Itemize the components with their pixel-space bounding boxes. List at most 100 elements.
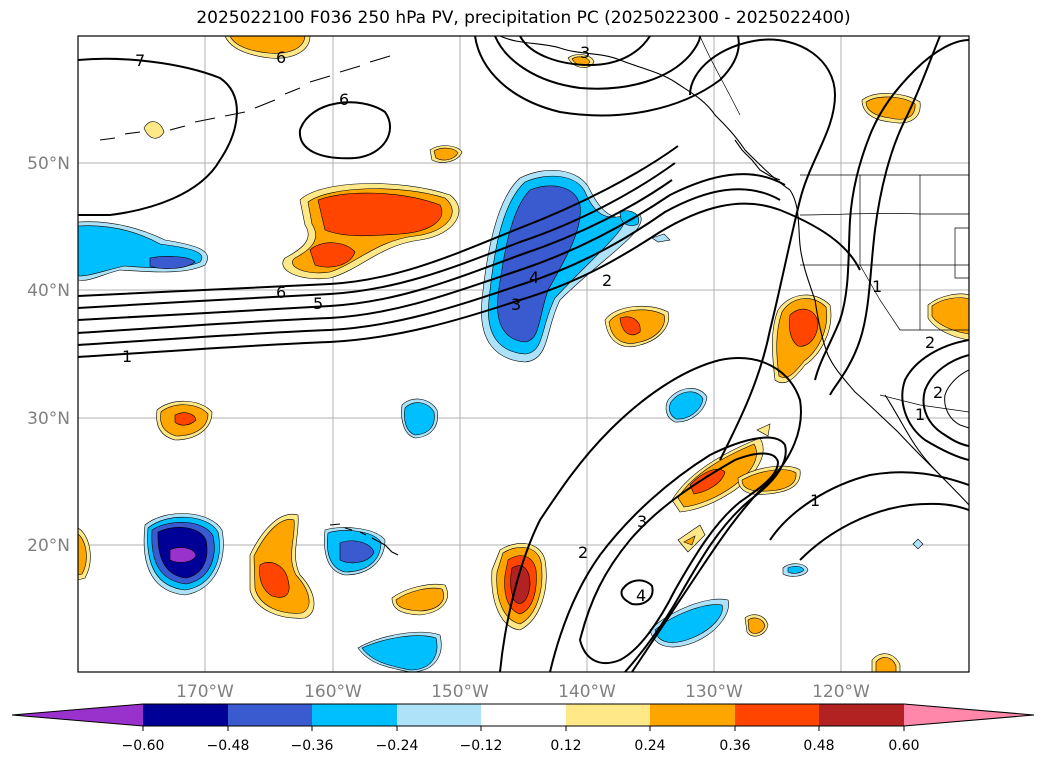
contour-label: 1 <box>915 405 925 424</box>
precip-blob-positive <box>78 533 87 576</box>
pv-contour-trough-2 <box>549 436 787 672</box>
precip-blob-negative <box>149 256 196 269</box>
contour-label: 2 <box>925 333 935 352</box>
lon-axis: 170°W 160°W 150°W 140°W 130°W 120°W <box>176 682 870 702</box>
pv-contour-nw-2 <box>494 36 701 90</box>
map-title: 2025022100 F036 250 hPa PV, precipitatio… <box>196 8 851 28</box>
colorbar-bin <box>397 704 481 726</box>
contour-label: 5 <box>313 294 323 313</box>
coastlines <box>99 36 969 556</box>
colorbar: −0.60 −0.48 −0.36 −0.24 −0.12 0.12 0.24 … <box>11 703 1035 754</box>
colorbar-bin <box>735 704 819 726</box>
coastline-bc-islands <box>734 139 781 181</box>
precip-blob-positive <box>174 412 197 426</box>
border-state <box>954 227 969 279</box>
border-alaska-canada <box>699 36 741 116</box>
pv-contour-trough-outer <box>499 357 802 672</box>
pv-contours-thin <box>944 369 969 429</box>
pv-contour-east-cutoff-2 <box>922 354 969 447</box>
pv-contour-cutoff-inner <box>944 369 969 429</box>
lat-label: 40°N <box>27 281 70 301</box>
pv-contours <box>78 36 969 672</box>
lon-label: 130°W <box>685 682 743 702</box>
coastline-hawaii <box>329 523 399 556</box>
colorbar-tick-label: −0.48 <box>207 738 250 754</box>
pv-contour-7 <box>78 57 238 216</box>
coastline-aleutians <box>99 55 391 141</box>
precip-blob-positive <box>510 565 531 604</box>
colorbar-ticks <box>142 726 905 731</box>
contour-label: 3 <box>637 512 647 531</box>
precip-blob-positive <box>317 192 443 237</box>
pv-contour-east-cutoff-1 <box>901 339 969 461</box>
precip-blob-negative <box>619 210 640 226</box>
pv-contour-1-east <box>814 39 969 381</box>
colorbar-extend-high <box>904 704 1034 726</box>
border-state <box>859 175 921 330</box>
precip-blob-positive <box>259 561 290 598</box>
lon-label: 160°W <box>304 682 362 702</box>
contour-label-layer: 7 6 6 6 5 4 3 3 2 1 1 2 3 4 2 1 2 1 <box>122 43 943 605</box>
precip-blob-positive <box>689 468 726 495</box>
precip-blob-positive <box>931 297 969 335</box>
colorbar-tick-label: 0.48 <box>803 738 834 754</box>
pv-contour-2 <box>78 188 781 346</box>
precip-blob-positive <box>229 36 306 54</box>
colorbar-tick-label: −0.12 <box>460 738 503 754</box>
contour-label: 6 <box>276 283 286 302</box>
colorbar-tick-label: −0.60 <box>122 738 165 754</box>
pv-contour-6 <box>78 145 679 297</box>
coastline-baja <box>884 394 946 481</box>
precip-blob-negative <box>169 547 197 563</box>
pv-contour-4-loop <box>620 579 654 606</box>
contour-label: 7 <box>135 51 145 70</box>
precip-blob-positive <box>143 121 165 139</box>
precip-blob-positive <box>875 657 897 672</box>
precip-blob-negative <box>404 402 435 436</box>
pv-contour-1-east-b <box>829 36 941 396</box>
lat-label: 50°N <box>27 154 70 174</box>
precip-blob-positive <box>309 242 356 268</box>
borders <box>699 36 969 413</box>
contour-label: 6 <box>339 90 349 109</box>
colorbar-bin <box>143 704 228 726</box>
map-frame <box>77 35 970 673</box>
precip-blob-negative <box>669 391 704 420</box>
contour-label: 2 <box>578 543 588 562</box>
colorbar-bin <box>228 704 312 726</box>
lat-label: 30°N <box>27 409 70 429</box>
map-panel: 7 6 6 6 5 4 3 3 2 1 1 2 3 4 2 1 2 1 <box>78 36 969 672</box>
colorbar-bin <box>819 704 904 726</box>
colorbar-extend-low <box>12 704 143 726</box>
contour-label: 4 <box>529 268 539 287</box>
precip-blob-negative <box>912 538 924 550</box>
precip-blob-positive <box>756 423 771 437</box>
contour-label: 6 <box>276 48 286 67</box>
precip-blob-positive <box>747 617 766 634</box>
contour-label: 3 <box>511 295 521 314</box>
pv-contour-nw-1 <box>474 36 740 117</box>
precip-blob-positive <box>683 535 696 546</box>
precip-blob-positive <box>619 316 641 336</box>
lon-label: 120°W <box>812 682 870 702</box>
colorbar-tick-label: 0.12 <box>550 738 581 754</box>
pv-contour-ridge <box>689 38 837 461</box>
pv-contour-3 <box>78 173 786 334</box>
colorbar-bin <box>566 704 650 726</box>
coastline-west-us <box>789 189 969 506</box>
precip-blob-negative <box>339 540 375 564</box>
colorbar-tick-label: 0.24 <box>634 738 665 754</box>
pv-contour-1 <box>78 202 861 358</box>
pv-contour-4 <box>78 179 673 321</box>
lon-label: 170°W <box>176 682 234 702</box>
contour-label: 2 <box>602 271 612 290</box>
colorbar-tick-label: −0.24 <box>376 738 419 754</box>
precip-blob-positive <box>788 308 819 347</box>
precip-blob-positive <box>433 147 459 161</box>
pv-contour-6-loop <box>298 101 391 160</box>
precip-blob-negative <box>361 635 438 671</box>
colorbar-bin <box>312 704 397 726</box>
colorbar-tick-label: 0.60 <box>888 738 919 754</box>
precip-blob-negative <box>787 565 805 574</box>
